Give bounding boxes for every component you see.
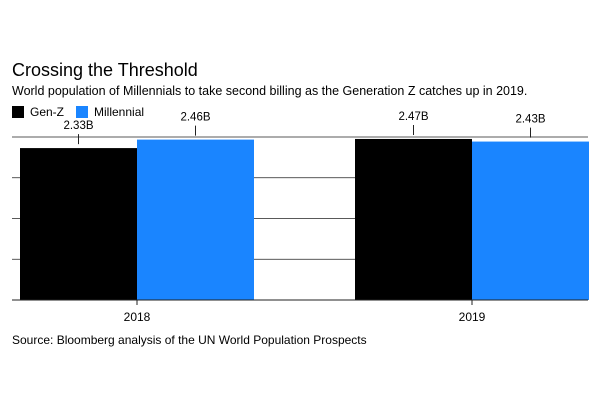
legend-swatch-millennial xyxy=(76,106,89,118)
data-label: 2.46B xyxy=(180,112,210,124)
data-label: 2.33B xyxy=(63,120,93,132)
legend-item-genz: Gen-Z xyxy=(12,105,64,119)
legend: Gen-Z Millennial xyxy=(12,105,156,119)
bar-gen-z-2019 xyxy=(355,138,472,300)
data-label: 2.47B xyxy=(398,111,428,123)
data-label: 2.43B xyxy=(515,114,545,126)
bar-millennial-2018 xyxy=(137,139,254,300)
x-tick-label: 2019 xyxy=(459,310,486,324)
legend-item-millennial: Millennial xyxy=(76,105,144,119)
bar-gen-z-2018 xyxy=(20,148,137,300)
x-tick-label: 2018 xyxy=(124,310,151,324)
legend-label-genz: Gen-Z xyxy=(30,105,65,119)
source-note: Source: Bloomberg analysis of the UN Wor… xyxy=(12,333,367,347)
chart-title: Crossing the Threshold xyxy=(12,60,198,80)
chart-subtitle: World population of Millennials to take … xyxy=(12,84,528,98)
legend-swatch-genz xyxy=(12,106,24,118)
bar-millennial-2019 xyxy=(472,141,589,300)
legend-label-millennial: Millennial xyxy=(94,105,145,119)
